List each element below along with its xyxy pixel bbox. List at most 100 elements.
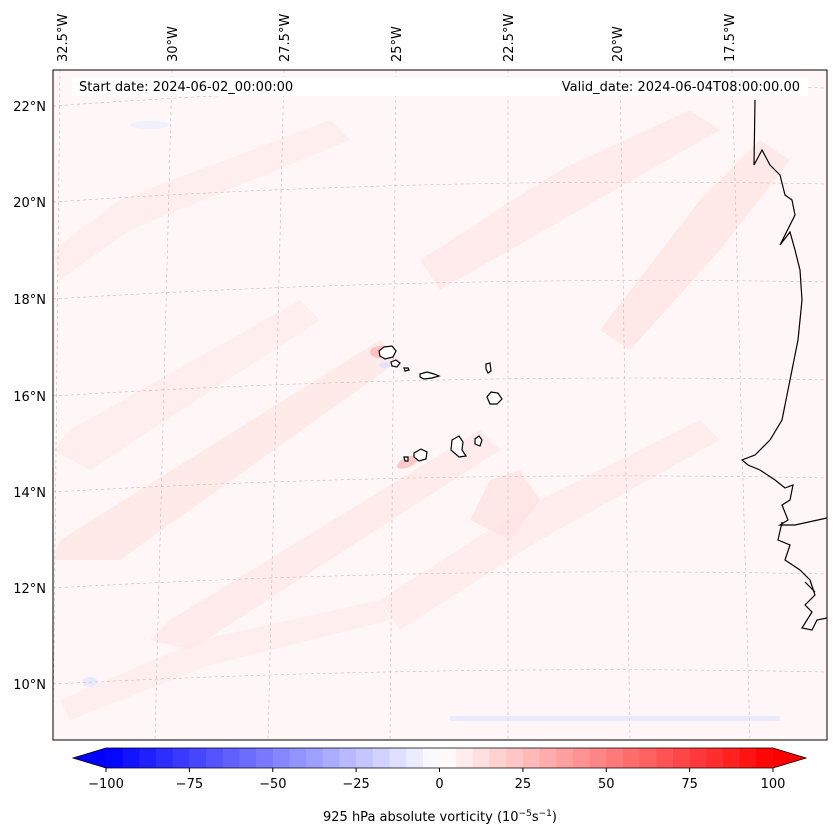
negative-vorticity-patch: [130, 121, 170, 129]
colorbar-cell: [489, 748, 507, 768]
island-brava: [403, 456, 409, 462]
lon-label: 22.5°W: [502, 14, 517, 62]
lat-label: 18°N: [13, 293, 46, 308]
colorbar-tick-label: −50: [259, 777, 286, 792]
colorbar-cell: [506, 748, 524, 768]
meridian-gridline: [731, 70, 751, 740]
graticule: [53, 70, 827, 740]
colorbar-cell: [472, 748, 490, 768]
parallel-gridline: [53, 280, 827, 300]
colorbar-tick-label: 0: [435, 777, 443, 792]
meridian-gridline: [619, 70, 631, 740]
parallel-gridline: [53, 181, 827, 203]
parallel-gridline: [53, 475, 827, 493]
longitude-labels: 32.5°W 30°W 27.5°W 25°W 22.5°W 20°W 17.5…: [56, 14, 738, 62]
colorbar-max-extend: [773, 748, 806, 768]
map-frame: [52, 69, 828, 741]
vorticity-field: [53, 110, 790, 721]
island-santo-antao: [378, 345, 397, 360]
colorbar-cell: [406, 748, 424, 768]
meridian-gridline: [154, 70, 173, 740]
colorbar-cell: [339, 748, 357, 768]
lat-label: 22°N: [13, 100, 46, 115]
colorbar-cell: [422, 748, 440, 768]
vorticity-maximum: [396, 455, 420, 469]
colorbar-cell: [622, 748, 640, 768]
colorbar-cell: [289, 748, 307, 768]
colorbar-tick-label: −25: [342, 777, 369, 792]
island-maio: [474, 435, 483, 447]
lon-label: 17.5°W: [723, 14, 738, 62]
vorticity-streak: [53, 300, 320, 470]
colorbar-tick-label: 50: [598, 777, 615, 792]
colorbar-label: 925 hPa absolute vorticity (10−5s−1): [323, 809, 557, 825]
lon-label: 25°W: [390, 26, 405, 62]
start-date-text: Start date: 2024-06-02_00:00:00: [79, 80, 293, 95]
colorbar-tick-label: −75: [176, 777, 203, 792]
lon-label: 20°W: [611, 26, 626, 62]
colorbar-min-extend: [73, 748, 106, 768]
colorbar-tick-label: 25: [515, 777, 532, 792]
colorbar: −100 −75 −50 −25 0 25 50 75 100 925 hPa …: [71, 747, 808, 825]
colorbar-cell: [522, 748, 540, 768]
valid-date-text: Valid_date: 2024-06-04T08:00:00.00: [562, 80, 800, 95]
colorbar-cell: [722, 748, 741, 768]
island-santa-luzia: [403, 367, 410, 372]
header-box: [72, 77, 808, 96]
lat-label: 16°N: [13, 390, 46, 405]
meridian-gridline: [53, 70, 61, 740]
colorbar-cell: [222, 748, 240, 768]
colorbar-cell: [239, 748, 257, 768]
colorbar-cell: [656, 748, 674, 768]
lat-label: 14°N: [13, 486, 46, 501]
latitude-labels: 22°N 20°N 18°N 16°N 14°N 12°N 10°N: [13, 100, 46, 693]
colorbar-cell: [272, 748, 290, 768]
colorbar-cell: [589, 748, 607, 768]
vorticity-streak: [53, 120, 350, 280]
vorticity-streak: [380, 420, 720, 630]
parallel-gridline: [53, 85, 827, 107]
colorbar-cell: [256, 748, 274, 768]
coastline-path: [740, 99, 827, 526]
vorticity-streak: [420, 110, 720, 290]
lon-label: 27.5°W: [278, 14, 293, 62]
africa-coastline: [740, 99, 827, 631]
lat-label: 10°N: [13, 678, 46, 693]
colorbar-cell: [539, 748, 557, 768]
colorbar-cell: [389, 748, 407, 768]
colorbar-cell: [122, 748, 140, 768]
colorbar-cell: [206, 748, 224, 768]
vorticity-streak: [60, 600, 390, 720]
colorbar-cell: [372, 748, 390, 768]
colorbar-cell: [639, 748, 657, 768]
colorbar-tick-label: 100: [761, 777, 786, 792]
vorticity-streak: [600, 140, 790, 350]
colorbar-cell: [606, 748, 624, 768]
vorticity-streak: [470, 470, 540, 540]
colorbar-tick-label: −100: [88, 777, 124, 792]
coastline-path: [804, 581, 816, 593]
negative-vorticity-patch: [379, 362, 391, 368]
island-sao-nicolau: [419, 371, 441, 380]
colorbar-cell: [756, 748, 774, 768]
island-boa-vista: [486, 391, 503, 405]
lon-label: 30°W: [166, 26, 181, 62]
coastline-path: [777, 521, 827, 631]
colorbar-cell: [356, 748, 374, 768]
meridian-gridline: [267, 70, 285, 740]
colorbar-cells: [106, 748, 774, 768]
negative-vorticity-patch: [450, 716, 780, 721]
colorbar-tick-label: 75: [681, 777, 698, 792]
colorbar-cell: [439, 748, 457, 768]
colorbar-cell: [556, 748, 574, 768]
colorbar-cell: [672, 748, 691, 768]
cape-verde-islands: [378, 345, 503, 462]
colorbar-cell: [706, 748, 724, 768]
parallel-gridline: [53, 377, 827, 397]
colorbar-cell: [139, 748, 157, 768]
parallel-gridline: [53, 669, 827, 685]
colorbar-cell: [106, 748, 124, 768]
lat-label: 12°N: [13, 582, 46, 597]
colorbar-cell: [156, 748, 174, 768]
